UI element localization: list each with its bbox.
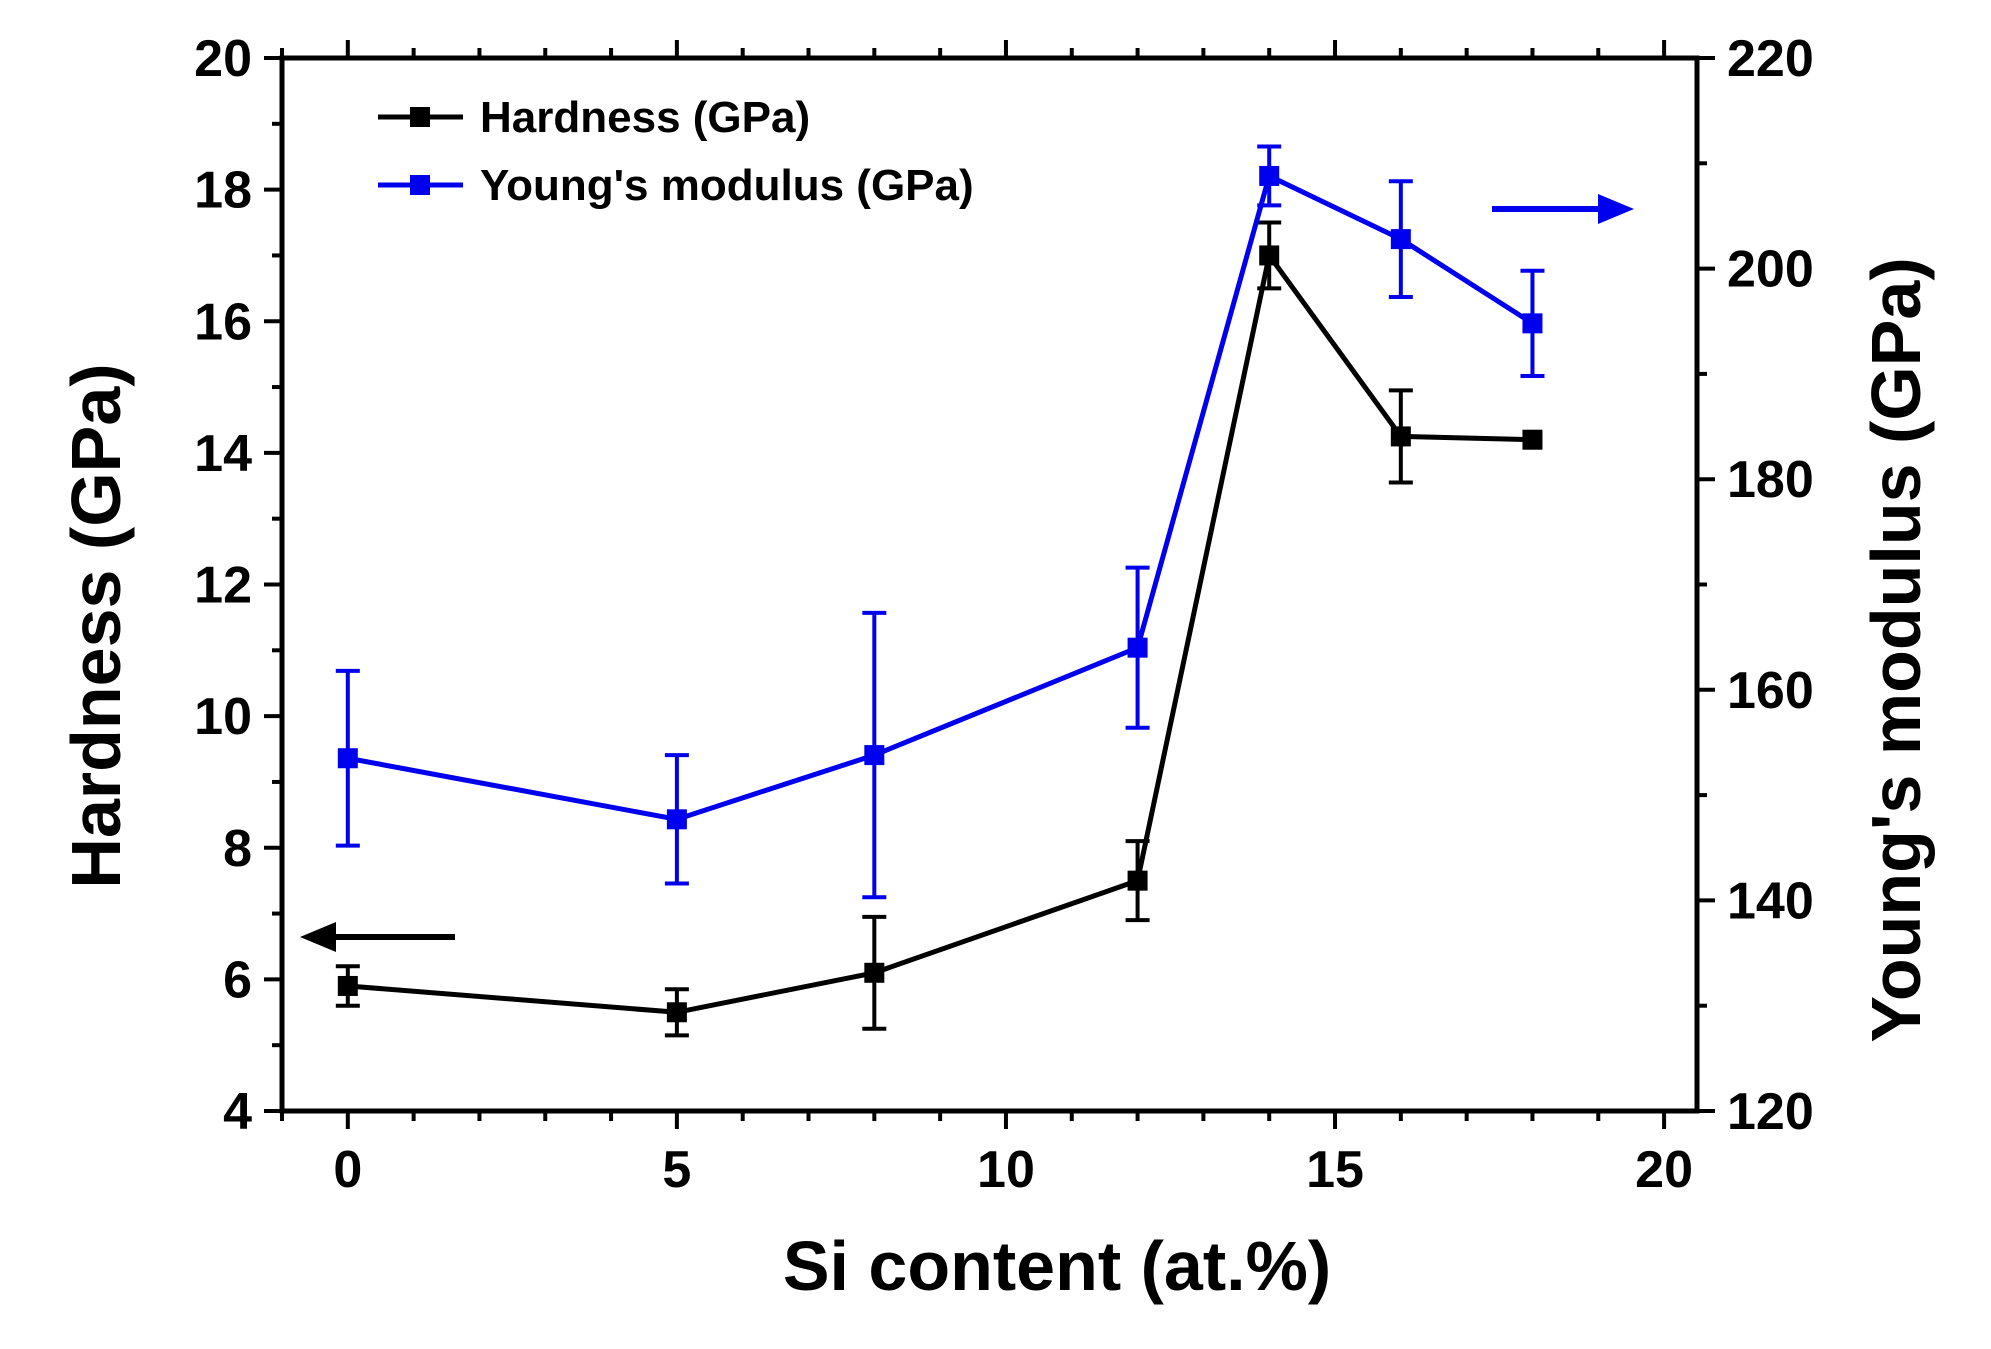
- x-axis-title: Si content (at.%): [783, 1227, 1331, 1305]
- hardness-point: [1259, 245, 1280, 266]
- hardness-point: [1390, 426, 1411, 447]
- annotations: [300, 194, 1634, 952]
- modulus-point: [666, 809, 687, 830]
- plot-area: [335, 144, 1545, 1038]
- y-tick-label: 8: [223, 820, 252, 878]
- modulus-point: [1522, 313, 1543, 334]
- hardness-point: [864, 962, 885, 983]
- axes: 0 5 10 15 20 4 6 8 10 12 14 16 18 20 120 140 160 180 200 22…: [194, 30, 1814, 1199]
- hardness-series-line: [347, 249, 1533, 1015]
- y-tick-label: 6: [223, 951, 252, 1009]
- y-tick-label: 20: [194, 30, 252, 88]
- x-tick-label: 5: [662, 1141, 691, 1199]
- modulus-point: [337, 748, 358, 769]
- left-axis-arrowhead: [300, 922, 336, 952]
- legend: Hardness (GPa) Young's modulus (GPa): [378, 93, 974, 210]
- plot-frame: [279, 55, 1700, 1114]
- y-tick-label: 18: [194, 162, 252, 220]
- modulus-point: [864, 745, 885, 766]
- y-tick-label: 10: [194, 688, 252, 746]
- y2-tick-label: 120: [1727, 1083, 1814, 1141]
- hardness-point: [1127, 870, 1148, 891]
- hardness-point: [1522, 429, 1543, 450]
- x-tick-label: 0: [333, 1141, 362, 1199]
- y-tick-label: 4: [223, 1083, 252, 1141]
- legend-modulus-marker: [410, 175, 430, 195]
- modulus-point: [1127, 637, 1148, 658]
- x-tick-label: 10: [977, 1141, 1035, 1199]
- modulus-point: [1390, 229, 1411, 250]
- y-axis-title: Hardness (GPa): [57, 363, 135, 888]
- y2-tick-label: 180: [1727, 451, 1814, 509]
- legend-hardness-label: Hardness (GPa): [480, 93, 810, 142]
- y-tick-label: 14: [194, 425, 252, 483]
- x-tick-label: 20: [1635, 1141, 1693, 1199]
- y2-axis-title: Young's modulus (GPa): [1857, 257, 1935, 1042]
- legend-hardness-marker: [410, 107, 430, 127]
- right-axis-arrowhead: [1598, 194, 1634, 224]
- x-tick-label: 15: [1306, 1141, 1364, 1199]
- modulus-series-line: [347, 172, 1534, 822]
- modulus-point: [1259, 165, 1280, 186]
- y-tick-label: 12: [194, 557, 252, 615]
- y2-tick-label: 220: [1727, 30, 1814, 88]
- hardness-point: [337, 975, 358, 996]
- y2-tick-label: 200: [1727, 241, 1814, 299]
- y-tick-label: 16: [194, 293, 252, 351]
- hardness-point: [666, 1002, 687, 1023]
- y2-tick-label: 140: [1727, 872, 1814, 930]
- legend-modulus-label: Young's modulus (GPa): [480, 161, 974, 210]
- y2-tick-label: 160: [1727, 662, 1814, 720]
